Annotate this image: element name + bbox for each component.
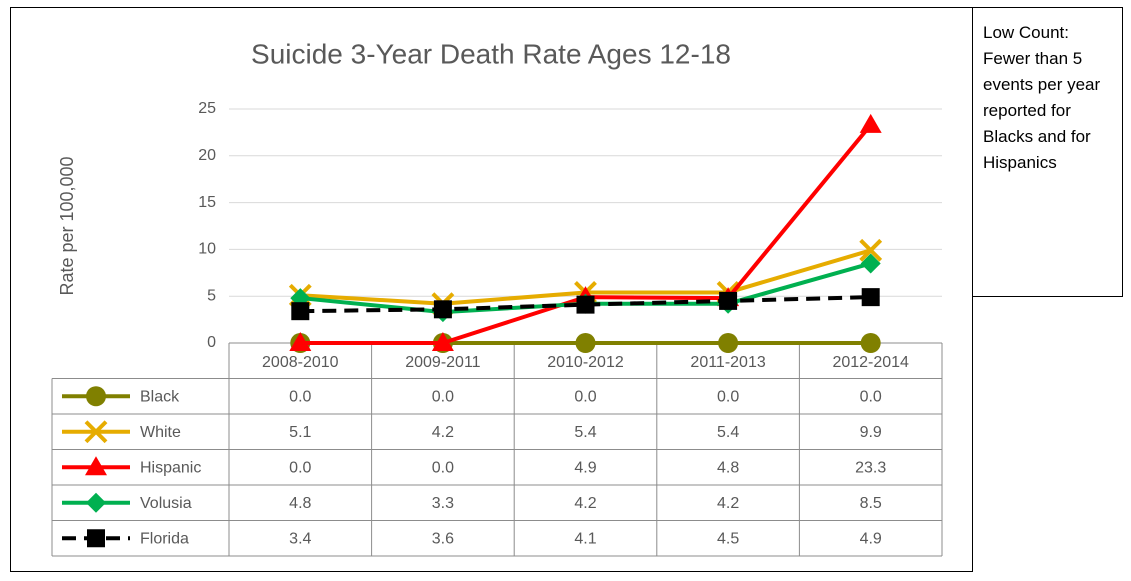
legend-key-marker [86,492,106,513]
legend-key-marker [87,529,105,548]
y-tick-label: 10 [198,241,216,258]
data-point [859,238,883,262]
table-value: 4.5 [717,530,739,547]
legend-label: Florida [140,530,189,547]
series-line [300,295,871,314]
y-tick-label: 20 [198,147,216,164]
legend-label: Volusia [140,495,192,512]
table-value: 4.2 [432,424,454,441]
table-value: 5.4 [574,424,596,441]
data-point [575,333,596,353]
x-tick-label: 2010-2012 [547,354,624,371]
table-value: 0.0 [432,459,454,476]
chart-title: Suicide 3-Year Death Rate Ages 12-18 [251,38,731,69]
table-value: 3.6 [432,530,454,547]
table-value: 0.0 [289,388,311,405]
data-point [719,291,738,310]
legend-key-marker [84,420,108,444]
table-value: 8.5 [860,495,882,512]
note-frame [972,7,1123,297]
table-value: 5.4 [717,424,739,441]
legend-label: White [140,424,181,441]
table-value: 4.1 [574,530,596,547]
table-value: 3.3 [432,495,454,512]
table-value: 4.2 [574,495,596,512]
y-tick-label: 15 [198,194,216,211]
table-value: 5.1 [289,424,311,441]
data-point [431,332,454,351]
legend-key-marker [86,386,106,407]
y-axis-label: Rate per 100,000 [57,156,77,295]
table-value: 23.3 [855,459,886,476]
table-value: 4.9 [574,459,596,476]
x-tick-label: 2011-2013 [690,354,765,371]
data-point [718,333,739,353]
x-tick-label: 2009-2011 [405,354,480,371]
table-value: 0.0 [860,388,882,405]
table-value: 3.4 [289,530,311,547]
table-value: 0.0 [432,388,454,405]
data-point [289,332,312,351]
data-point [433,300,452,319]
chart-frame [10,7,973,572]
y-tick-label: 25 [198,100,216,117]
legend-label: Hispanic [140,459,201,476]
data-point [860,333,881,353]
table-value: 4.8 [717,459,739,476]
data-point [861,288,880,307]
table-value: 4.2 [717,495,739,512]
table-value: 0.0 [717,388,739,405]
table-value: 0.0 [289,459,311,476]
table-value: 4.8 [289,495,311,512]
annotation: Low Count: Fewer than 5 events per year … [983,23,1101,172]
table-value: 4.9 [860,530,882,547]
x-tick-label: 2012-2014 [832,354,909,371]
table-value: 0.0 [574,388,596,405]
data-point [576,295,595,314]
legend-key-marker [85,456,107,476]
legend-label: Black [140,388,180,405]
x-tick-label: 2008-2010 [262,354,339,371]
data-point [291,302,310,321]
table-value: 9.9 [860,424,882,441]
y-tick-label: 5 [207,287,216,304]
data-point [859,113,882,133]
y-tick-label: 0 [207,334,216,351]
data-point [860,253,881,274]
